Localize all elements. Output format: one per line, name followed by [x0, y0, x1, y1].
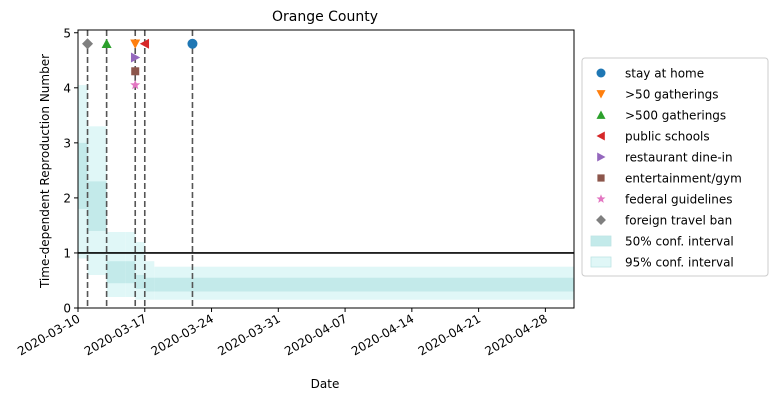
- legend-label: entertainment/gym: [625, 172, 742, 186]
- intervention-marker: [101, 38, 112, 49]
- legend-label: >500 gatherings: [625, 109, 726, 123]
- intervention-marker: [130, 52, 141, 63]
- ci50-band-segment: [106, 261, 126, 284]
- legend-swatch: [596, 110, 606, 119]
- intervention-marker: [139, 38, 150, 49]
- legend-swatch: [596, 68, 606, 78]
- ci50-band-segment: [154, 277, 193, 292]
- ci50-band-segment: [125, 261, 136, 284]
- legend-swatch: [596, 215, 606, 225]
- y-tick-label: 4: [63, 81, 71, 95]
- legend: stay at home >50 gatherings >500 gathering…: [581, 57, 769, 277]
- plot-frame: [77, 29, 575, 309]
- intervention-marker: [131, 67, 140, 76]
- legend-label: restaurant dine-in: [625, 151, 733, 165]
- legend-label: 50% conf. interval: [625, 235, 734, 249]
- legend-label: foreign travel ban: [625, 214, 732, 228]
- ci50-band-segment: [87, 181, 107, 231]
- y-tick-label: 0: [63, 302, 71, 316]
- ci50-band-segment: [78, 142, 88, 209]
- plot-area: [78, 30, 574, 308]
- ci50-band-segment: [135, 274, 145, 289]
- chart-title: Orange County: [272, 9, 378, 25]
- legend-label: 95% conf. interval: [625, 256, 734, 270]
- legend-swatch: [597, 152, 606, 162]
- intervention-marker: [82, 38, 94, 50]
- legend-swatch: [596, 194, 606, 203]
- legend-swatch: [590, 235, 612, 247]
- y-tick-label: 1: [63, 246, 71, 260]
- plot-content: [78, 30, 574, 308]
- legend-label: public schools: [625, 130, 710, 144]
- intervention-marker: [130, 39, 141, 49]
- legend-swatch: [590, 256, 612, 268]
- legend-swatch: [597, 174, 605, 182]
- legend-swatch: [596, 90, 606, 99]
- ci50-band-segment: [144, 277, 155, 292]
- legend-label: stay at home: [625, 67, 704, 81]
- legend-box: [581, 57, 769, 277]
- x-axis-label: Date: [311, 377, 340, 391]
- legend-label: federal guidelines: [625, 193, 733, 207]
- intervention-marker: [130, 79, 141, 90]
- y-axis-label: Time-dependent Reproduction Number: [38, 54, 52, 289]
- ci95-band-segment: [135, 241, 145, 300]
- legend-label: >50 gatherings: [625, 88, 719, 102]
- ci50-band-segment: [192, 277, 574, 292]
- legend-swatch: [596, 131, 605, 141]
- intervention-marker: [187, 38, 198, 49]
- y-tick-label: 2: [63, 191, 71, 205]
- y-tick-label: 5: [63, 26, 71, 40]
- y-tick-label: 3: [63, 136, 71, 150]
